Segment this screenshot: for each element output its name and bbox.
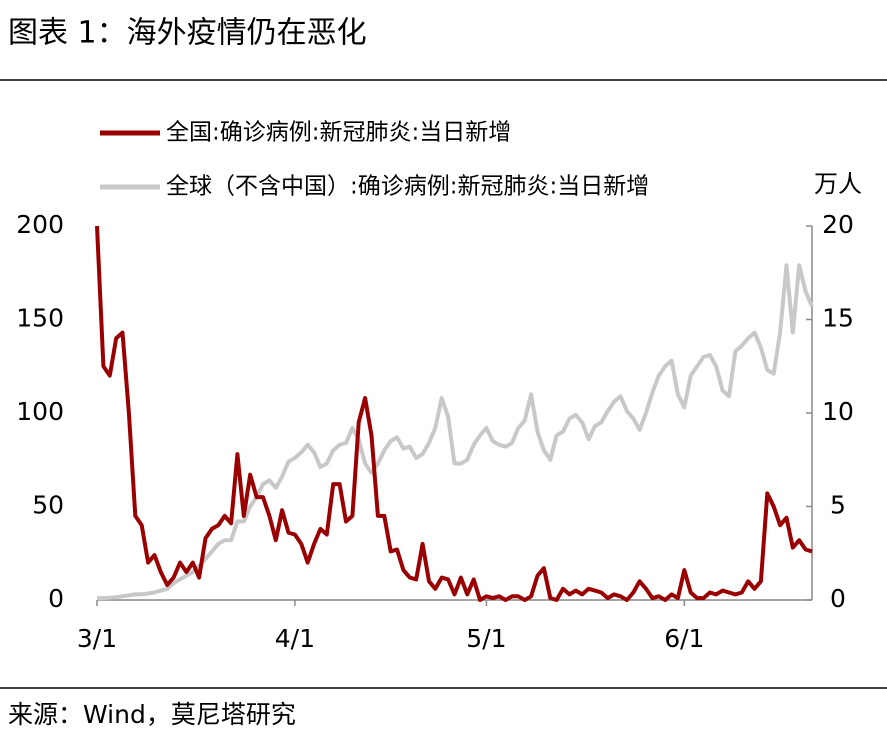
y-tick-label: 200 [16, 210, 64, 239]
chart-title: 图表 1：海外疫情仍在恶化 [8, 16, 367, 51]
y-tick-label: 0 [48, 584, 64, 613]
y2-tick-label: 10 [822, 397, 854, 426]
x-tick-label: 5/1 [466, 624, 506, 653]
series-line [95, 225, 813, 602]
x-tick-label: 4/1 [275, 624, 315, 653]
y-tick-label: 50 [32, 491, 64, 520]
y-tick-label: 100 [16, 397, 64, 426]
legend-label: 全国:确诊病例:新冠肺炎:当日新增 [166, 120, 511, 146]
x-tick-label: 6/1 [664, 624, 704, 653]
y2-tick-label: 5 [830, 491, 846, 520]
y-tick-label: 150 [16, 304, 64, 333]
y2-tick-label: 0 [830, 584, 846, 613]
y2-tick-label: 15 [822, 304, 854, 333]
y2-tick-label: 20 [822, 210, 854, 239]
y2-unit: 万人 [814, 170, 862, 198]
series-line [97, 263, 814, 601]
legend-label: 全球（不含中国）:确诊病例:新冠肺炎:当日新增 [166, 174, 649, 200]
x-tick-label: 3/1 [77, 624, 117, 653]
source: 来源：Wind，莫尼塔研究 [8, 700, 296, 729]
